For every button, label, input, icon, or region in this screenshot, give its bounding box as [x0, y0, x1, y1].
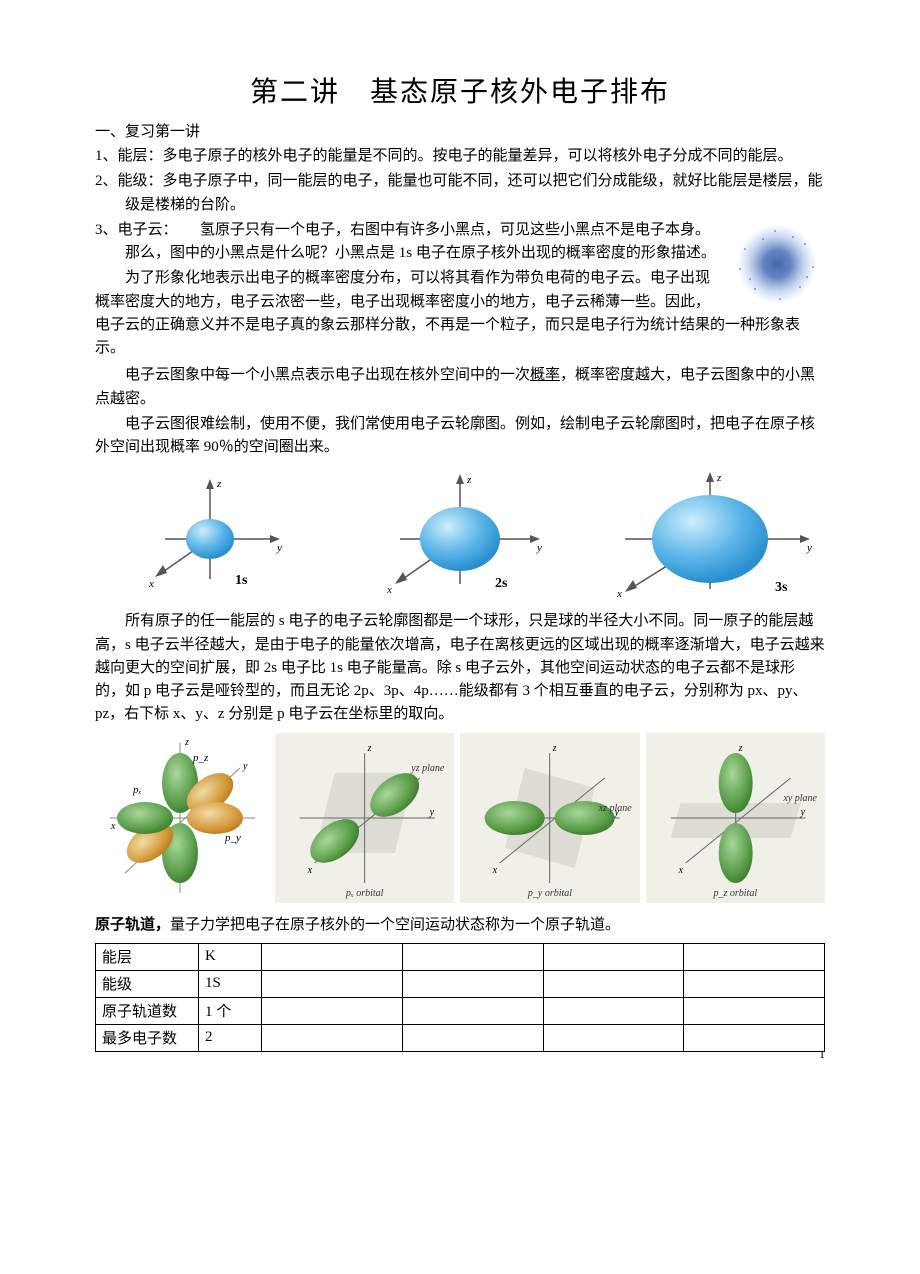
svg-text:z: z: [552, 743, 557, 754]
svg-text:x: x: [616, 588, 622, 599]
svg-text:y: y: [536, 542, 542, 554]
item-2: 2、能级：多电子原子中，同一能层的电子，能量也可能不同，还可以把它们分成能级，就…: [95, 170, 825, 217]
svg-text:x: x: [677, 865, 683, 876]
para-cloud-meaning: 为了形象化地表示出电子的概率密度分布，可以将其看作为带负电荷的电子云。电子出现概…: [95, 267, 825, 360]
table-cell: [543, 970, 684, 997]
orbit-table: 能层 K 能级 1S 原子轨道数 1 个 最多电子数 2: [95, 943, 825, 1052]
s-orbital-row: z y x 1s: [95, 469, 825, 604]
label-3s: 3s: [775, 580, 788, 595]
svg-text:pₓ: pₓ: [132, 784, 142, 796]
svg-text:p_y: p_y: [224, 832, 241, 844]
table-cell: [543, 1024, 684, 1051]
item-1: 1、能层：多电子原子的核外电子的能量是不同的。按电子的能量差异，可以将核外电子分…: [95, 145, 825, 168]
table-row: 能级 1S: [96, 970, 825, 997]
svg-text:x: x: [386, 584, 392, 596]
table-cell: [402, 943, 543, 970]
table-cell: [262, 997, 403, 1024]
svg-text:y: y: [799, 807, 805, 818]
page-number: 1: [819, 1047, 825, 1062]
para-contour: 电子云图很难绘制，使用不便，我们常使用电子云轮廓图。例如，绘制电子云轮廓图时，把…: [95, 413, 825, 460]
svg-text:y: y: [806, 542, 812, 554]
svg-text:y: y: [429, 807, 435, 818]
table-cell: [262, 970, 403, 997]
electron-cloud-svg: [725, 219, 825, 309]
orbit-definition: 原子轨道，量子力学把电子在原子核外的一个空间运动状态称为一个原子轨道。: [95, 914, 825, 937]
svg-text:z: z: [716, 472, 722, 484]
plane-label-yz: yz plane: [411, 763, 444, 774]
para2-underline: 概率: [530, 367, 560, 383]
para-s-orbital-desc: 所有原子的任一能层的 s 电子的电子云轮廓图都是一个球形，只是球的半径大小不同。…: [95, 610, 825, 726]
orbital-2s: z y x 2s: [345, 469, 575, 604]
orbital-1s: z y x 1s: [95, 469, 325, 604]
table-cell: [543, 997, 684, 1024]
label-2s: 2s: [495, 576, 508, 591]
table-cell: 最多电子数: [96, 1024, 199, 1051]
svg-text:z: z: [737, 743, 742, 754]
svg-text:x: x: [307, 865, 313, 876]
orbital-3s: z y x 3s: [595, 469, 825, 604]
table-cell: 1 个: [199, 997, 262, 1024]
section-heading: 一、复习第一讲: [95, 120, 825, 141]
p-orbital-combined: z x y pₓ p_y p_z: [95, 733, 265, 908]
table-cell: [262, 943, 403, 970]
table-row: 能层 K: [96, 943, 825, 970]
panel-py: z y x xz plane p_y orbital: [460, 733, 639, 903]
table-cell: 2: [199, 1024, 262, 1051]
table-cell: 原子轨道数: [96, 997, 199, 1024]
p-orbital-panels: z y x yz plane pₓ orbital z y x: [275, 733, 825, 908]
para-probability: 电子云图象中每一个小黑点表示电子出现在核外空间中的一次概率，概率密度越大，电子云…: [95, 364, 825, 411]
orbit-def-label: 原子轨道，: [95, 917, 170, 933]
table-cell: [402, 970, 543, 997]
electron-cloud-figure: [725, 219, 825, 309]
table-row: 原子轨道数 1 个: [96, 997, 825, 1024]
table-cell: K: [199, 943, 262, 970]
axis-x-label: x: [148, 578, 154, 590]
table-row: 最多电子数 2: [96, 1024, 825, 1051]
svg-text:x: x: [492, 865, 498, 876]
table-cell: [543, 943, 684, 970]
table-cell: 能级: [96, 970, 199, 997]
p-orbital-row: z x y pₓ p_y p_z: [95, 733, 825, 908]
table-cell: [402, 997, 543, 1024]
table-cell: 1S: [199, 970, 262, 997]
label-1s: 1s: [235, 573, 248, 588]
svg-text:y: y: [242, 761, 248, 772]
para2-a: 电子云图象中每一个小黑点表示电子出现在核外空间中的一次: [125, 367, 530, 383]
table-cell: [402, 1024, 543, 1051]
panel-label-px: pₓ orbital: [275, 888, 454, 899]
table-cell: [684, 997, 825, 1024]
table-cell: 能层: [96, 943, 199, 970]
page-title: 第二讲 基态原子核外电子排布: [95, 70, 825, 110]
panel-px: z y x yz plane pₓ orbital: [275, 733, 454, 903]
table-cell: [262, 1024, 403, 1051]
svg-text:z: z: [466, 474, 472, 486]
plane-label-xy: xy plane: [783, 793, 817, 804]
panel-label-py: p_y orbital: [460, 888, 639, 899]
item-3: 3、电子云： 氢原子只有一个电子，右图中有许多小黑点，可见这些小黑点不是电子本身…: [95, 219, 825, 266]
panel-label-pz: p_z orbital: [646, 888, 825, 899]
plane-label-xz: xz plane: [599, 803, 632, 814]
axis-z-label: z: [216, 478, 222, 490]
orbit-def-text: 量子力学把电子在原子核外的一个空间运动状态称为一个原子轨道。: [170, 917, 620, 933]
table-cell: [684, 1024, 825, 1051]
table-cell: [684, 970, 825, 997]
svg-text:x: x: [110, 821, 116, 832]
svg-text:z: z: [184, 737, 189, 748]
table-cell: [684, 943, 825, 970]
svg-text:p_z: p_z: [192, 752, 209, 764]
svg-text:z: z: [367, 743, 372, 754]
axis-y-label: y: [276, 542, 282, 554]
panel-pz: z y x xy plane p_z orbital: [646, 733, 825, 903]
